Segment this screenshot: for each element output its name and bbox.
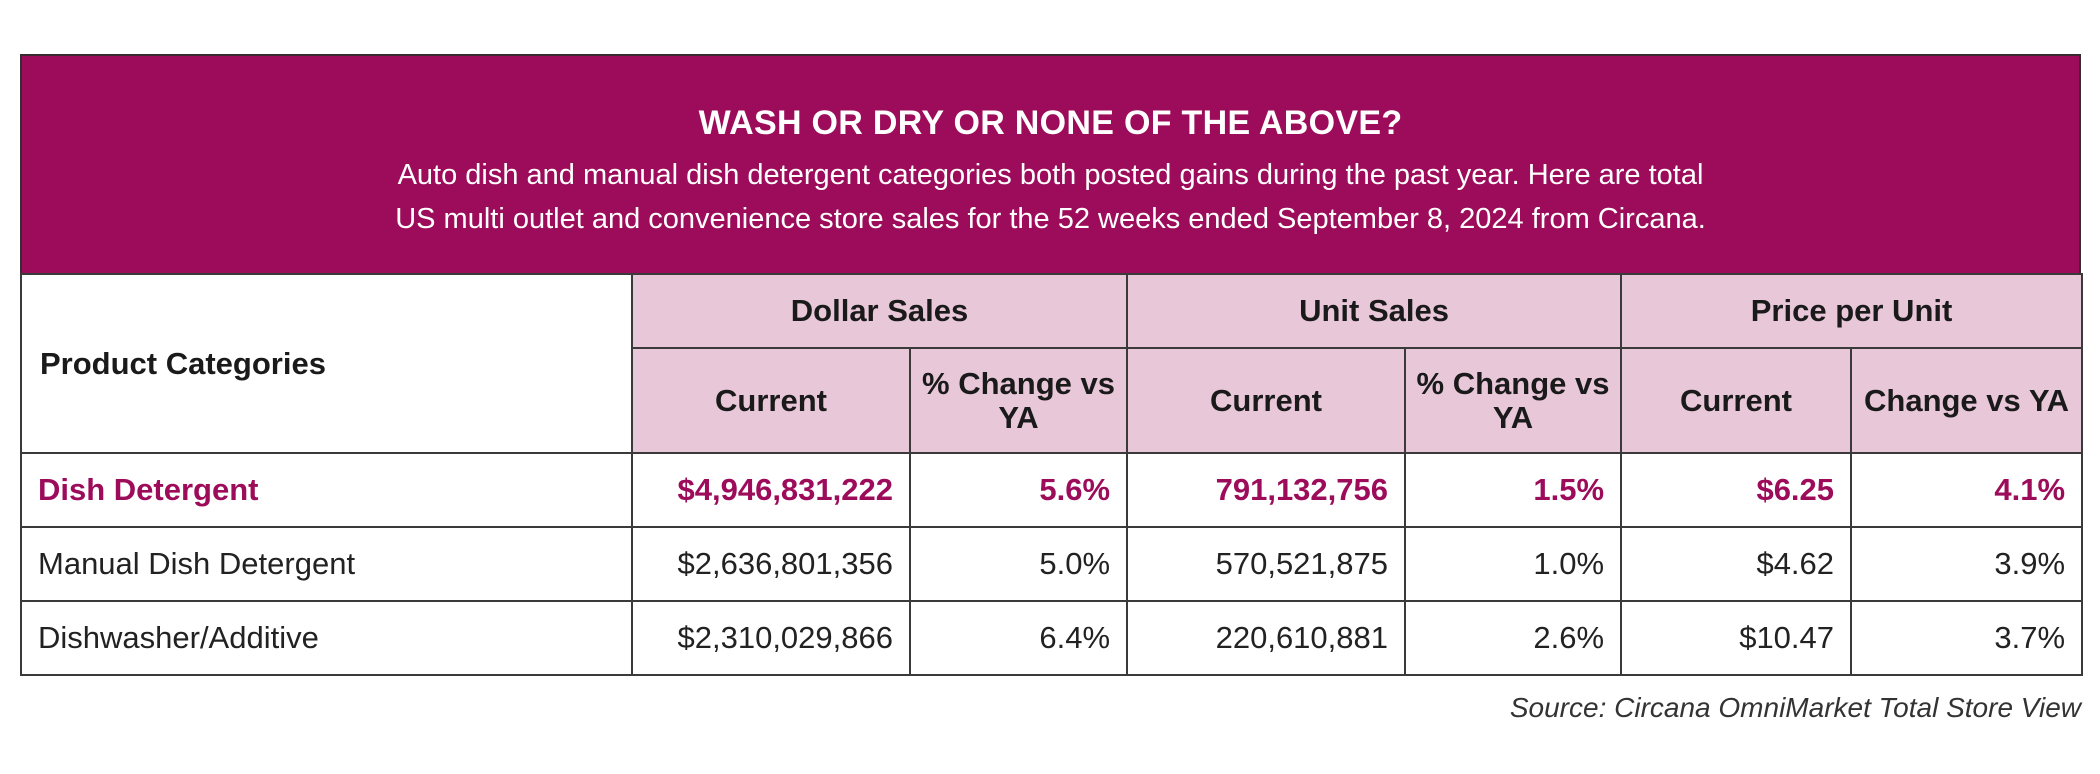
cell-unit-current: 791,132,756: [1126, 452, 1407, 528]
subheader-unit-change: % Change vs YA: [1404, 347, 1623, 454]
cell-dollar-current: $2,310,029,866: [631, 600, 911, 676]
cell-unit-change: 1.0%: [1404, 526, 1623, 602]
cell-dollar-current: $2,636,801,356: [631, 526, 911, 602]
group-header-dollar-sales: Dollar Sales: [630, 273, 1129, 349]
cell-category: Manual Dish Detergent: [20, 526, 633, 602]
group-header-unit-sales: Unit Sales: [1126, 273, 1623, 349]
cell-price-change: 3.9%: [1850, 526, 2084, 602]
cell-dollar-change: 5.6%: [908, 452, 1129, 528]
cell-price-current: $10.47: [1620, 600, 1853, 676]
subtitle-line-2: US multi outlet and convenience store sa…: [395, 203, 1706, 235]
cell-unit-current: 570,521,875: [1126, 526, 1407, 602]
subheader-unit-current: Current: [1126, 347, 1407, 454]
table-header-banner: WASH OR DRY OR NONE OF THE ABOVE? Auto d…: [20, 54, 2081, 273]
subheader-dollar-change: % Change vs YA: [908, 347, 1129, 454]
cell-dollar-change: 6.4%: [908, 600, 1129, 676]
table-row-dishwasher-additive: Dishwasher/Additive $2,310,029,866 6.4% …: [20, 600, 2084, 676]
cell-price-current: $4.62: [1620, 526, 1853, 602]
column-header-category: Product Categories: [20, 273, 633, 454]
table-row-manual-dish-detergent: Manual Dish Detergent $2,636,801,356 5.0…: [20, 526, 2084, 602]
cell-dollar-change: 5.0%: [908, 526, 1129, 602]
cell-category: Dish Detergent: [20, 452, 633, 528]
table-title: WASH OR DRY OR NONE OF THE ABOVE?: [698, 104, 1403, 142]
table-panel: WASH OR DRY OR NONE OF THE ABOVE? Auto d…: [20, 54, 2084, 676]
table-subtitle: Auto dish and manual dish detergent cate…: [22, 153, 2079, 241]
source-note: Source: Circana OmniMarket Total Store V…: [1509, 692, 2081, 723]
sales-table: Product Categories Dollar Sales Unit Sal…: [20, 273, 2084, 676]
cell-dollar-current: $4,946,831,222: [631, 452, 911, 528]
subheader-price-current: Current: [1620, 347, 1853, 454]
cell-price-change: 4.1%: [1850, 452, 2084, 528]
cell-unit-current: 220,610,881: [1126, 600, 1407, 676]
subtitle-line-1: Auto dish and manual dish detergent cate…: [397, 159, 1704, 191]
group-header-price-per-unit: Price per Unit: [1620, 273, 2084, 349]
cell-price-change: 3.7%: [1850, 600, 2084, 676]
cell-category: Dishwasher/Additive: [20, 600, 633, 676]
table-row-dish-detergent: Dish Detergent $4,946,831,222 5.6% 791,1…: [20, 452, 2084, 528]
subheader-dollar-current: Current: [631, 347, 911, 454]
cell-unit-change: 1.5%: [1404, 452, 1623, 528]
cell-unit-change: 2.6%: [1404, 600, 1623, 676]
subheader-price-change: Change vs YA: [1850, 347, 2084, 454]
cell-price-current: $6.25: [1620, 452, 1853, 528]
